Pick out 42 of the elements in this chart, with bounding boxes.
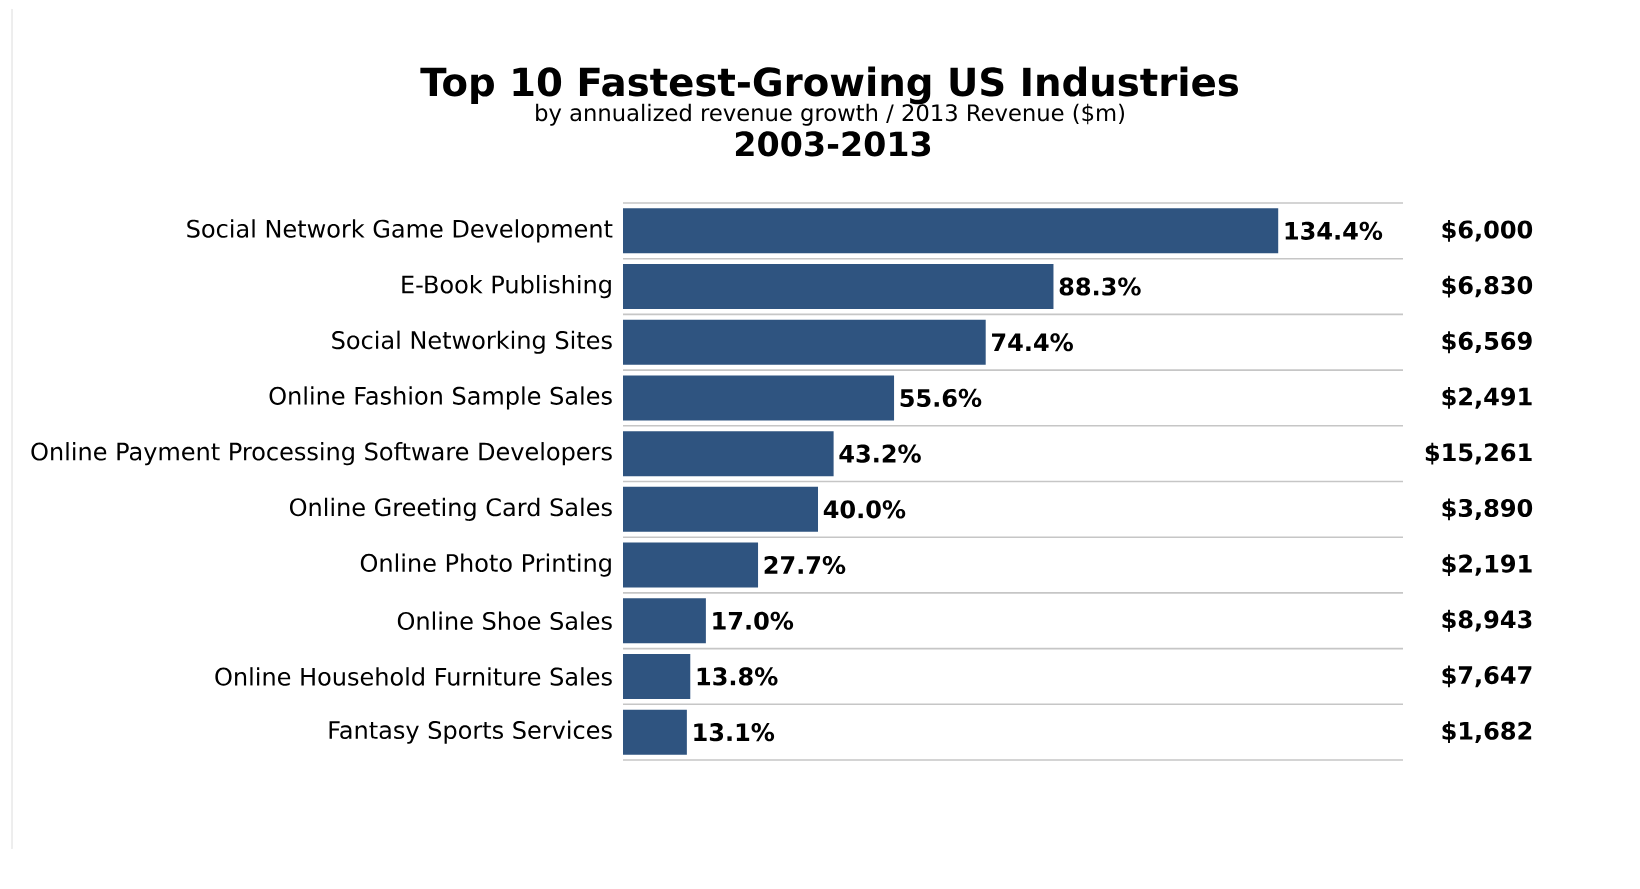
text: $2,491 [1442, 387, 1532, 409]
data-label: 55.6% [900, 388, 982, 408]
text: $1,682 [1442, 721, 1532, 744]
y-tick-label: Online Shoe Sales [397, 611, 612, 631]
data-label: 13.8% [697, 667, 778, 686]
text: $6,830 [1442, 275, 1533, 298]
bar [623, 486, 819, 532]
text: $15,261 [1425, 442, 1532, 465]
data-label: 17.0% [713, 611, 794, 630]
text: $6,569 [1442, 331, 1532, 354]
y-tick-label: Social Network Game Development [187, 219, 613, 243]
data-label: 134.4% [1285, 221, 1383, 240]
bar [623, 653, 691, 699]
y-tick-label: Online Household Furniture Sales [215, 667, 612, 686]
bar [623, 208, 1279, 254]
y-tick-label: Fantasy Sports Services [329, 720, 612, 744]
bar [623, 319, 986, 365]
bar [623, 542, 759, 588]
y-tick-label: Online Fashion Sample Sales [269, 386, 612, 410]
y-tick-label: Online Greeting Card Sales [289, 497, 612, 521]
text: $6,000 [1442, 219, 1533, 242]
data-label: 74.4% [992, 333, 1073, 352]
y-tick-label: Social Networking Sites [332, 330, 612, 354]
y-tick-label: Online Photo Printing [360, 553, 611, 577]
y-tick-label: E-Book Publishing [402, 274, 611, 299]
chart-subtitle: by annualized revenue growth / 2013 Revenue ($m) [536, 103, 1124, 126]
bar [623, 598, 706, 644]
bar [623, 264, 1054, 310]
y-tick-label: Online Payment Processing Software Developers [31, 442, 612, 466]
text: $2,191 [1442, 554, 1532, 576]
text: $8,943 [1442, 609, 1532, 632]
bar [623, 431, 834, 477]
data-label: 40.0% [823, 500, 906, 519]
text: 2003-2013 [735, 131, 931, 157]
data-label: 27.7% [764, 555, 846, 575]
data-label: 88.3% [1059, 277, 1141, 296]
data-label: 13.1% [694, 723, 775, 742]
bar [623, 375, 895, 421]
text: $3,890 [1442, 498, 1533, 521]
data-label: 43.2% [839, 444, 921, 463]
bar [623, 709, 687, 755]
text: $7,647 [1442, 665, 1532, 688]
